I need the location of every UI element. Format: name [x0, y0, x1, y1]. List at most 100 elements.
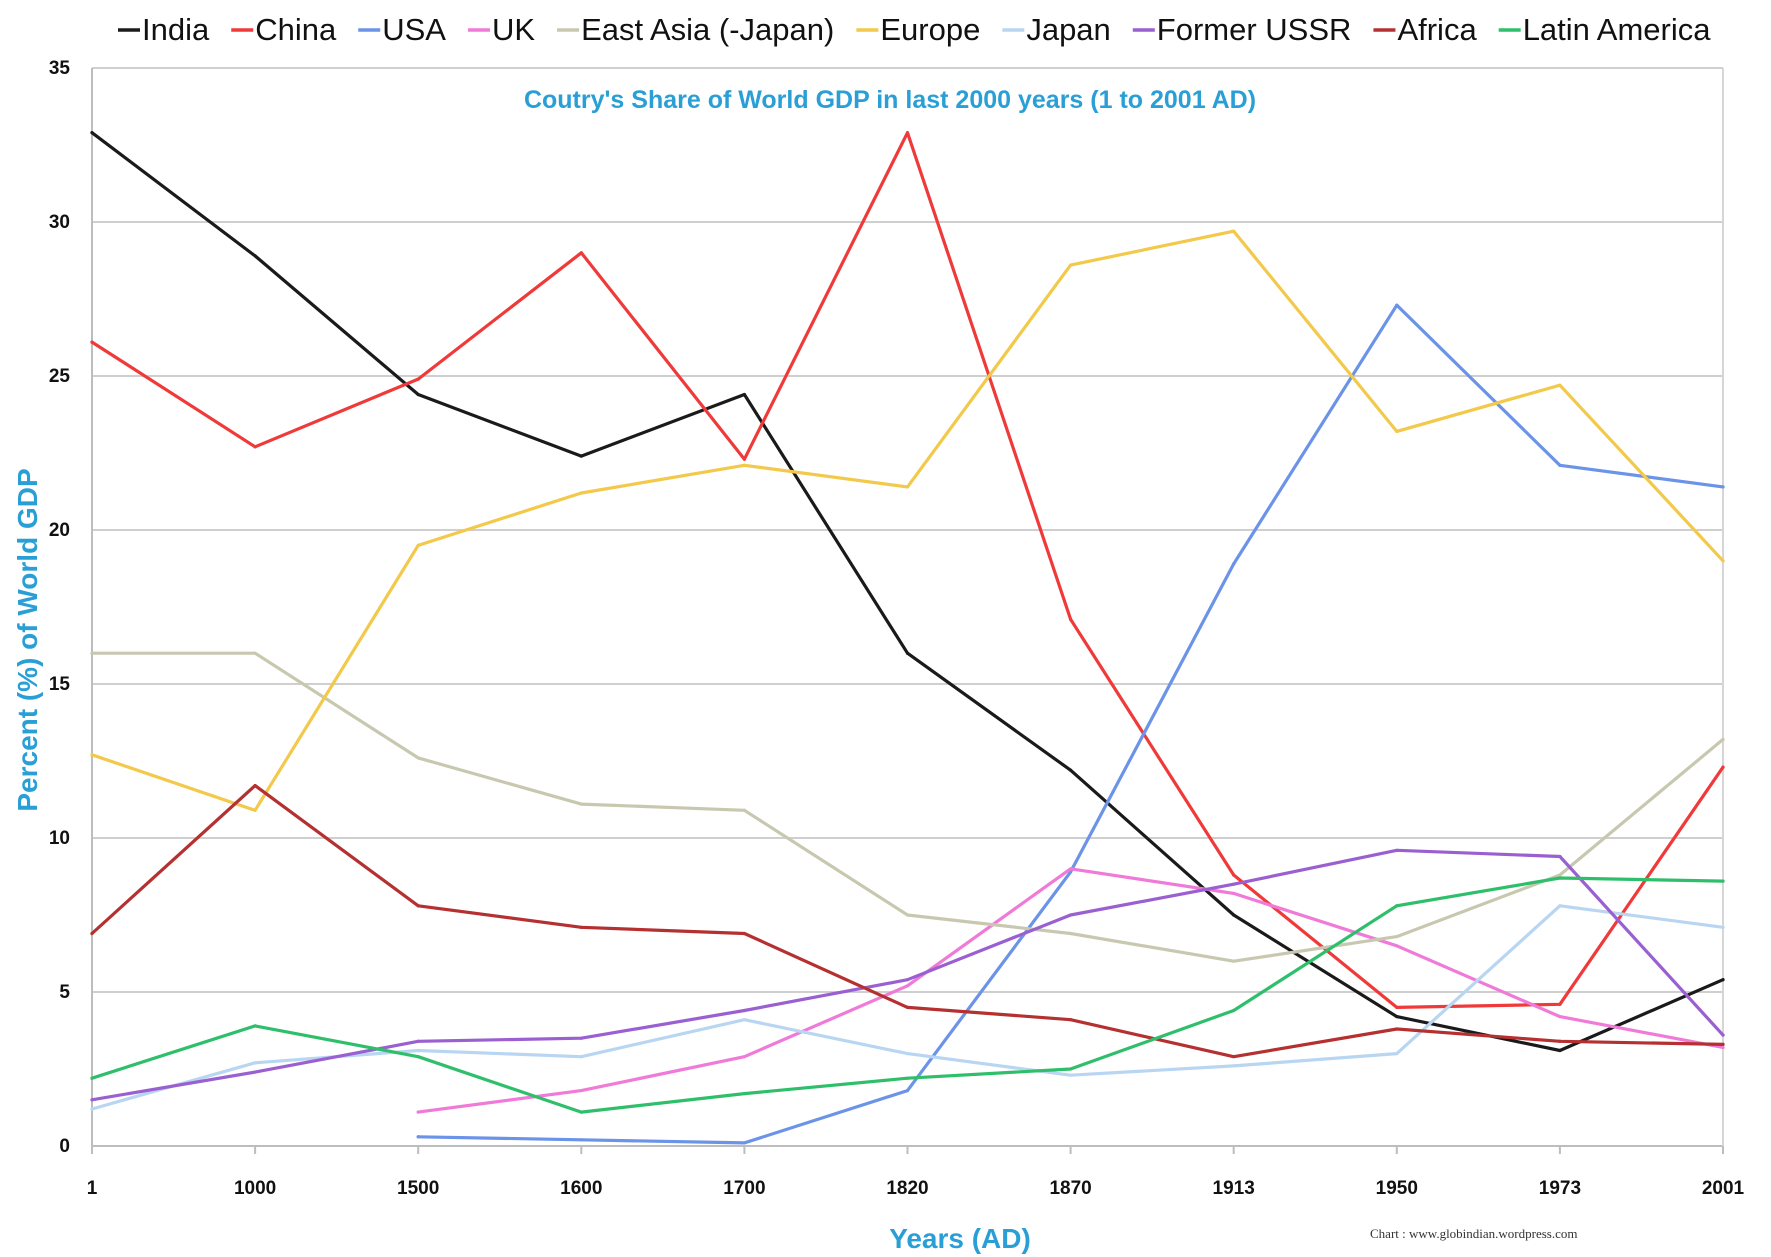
- y-tick-label: 5: [59, 982, 70, 1003]
- y-tick-label: 30: [49, 212, 70, 233]
- y-tick-label: 10: [49, 828, 70, 849]
- data-point: [905, 651, 910, 655]
- data-point: [1558, 1002, 1562, 1006]
- data-point: [416, 904, 420, 908]
- grid-lines: [92, 67, 1723, 993]
- x-tick-label: 1820: [886, 1178, 928, 1199]
- data-point: [90, 1107, 94, 1111]
- data-point: [1232, 1055, 1236, 1059]
- y-tick-label: 25: [49, 366, 71, 387]
- data-point: [1069, 263, 1073, 267]
- data-point: [1558, 463, 1562, 467]
- data-point: [1069, 931, 1073, 936]
- data-point: [253, 808, 257, 812]
- axes: 0 5 10 15 20 25 30 35 1 1000 1500 1600 1700 1820 1870 1…: [49, 58, 1745, 1199]
- series-former-ussr: [90, 848, 1725, 1102]
- data-point: [1069, 1018, 1073, 1022]
- series-line: [90, 229, 1725, 812]
- y-tick-label: 15: [49, 674, 71, 695]
- data-point: [579, 491, 583, 495]
- legend-item: Latin America: [1498, 12, 1712, 47]
- y-tick-label: 20: [49, 520, 70, 541]
- legend-label: Europe: [880, 12, 980, 47]
- data-point: [905, 1088, 910, 1093]
- data-point: [1558, 904, 1562, 908]
- data-point: [253, 784, 257, 788]
- data-point: [90, 340, 94, 344]
- legend-label: India: [142, 12, 210, 47]
- data-point: [1395, 1052, 1399, 1056]
- legend-item: China: [231, 12, 337, 47]
- series-line: [90, 784, 1725, 1059]
- data-point: [1721, 485, 1725, 489]
- x-tick-label: 1: [87, 1178, 98, 1199]
- data-point: [253, 1070, 257, 1074]
- data-point: [1395, 303, 1399, 307]
- data-point: [1232, 229, 1236, 233]
- data-point: [253, 1024, 257, 1028]
- legend-item: Africa: [1373, 12, 1477, 47]
- data-point: [1721, 765, 1725, 769]
- legend-label: USA: [382, 12, 446, 47]
- chart-title: Coutry's Share of World GDP in last 2000…: [524, 86, 1256, 114]
- x-tick-label: 2001: [1702, 1178, 1745, 1199]
- legend-label: UK: [492, 12, 535, 47]
- data-point: [1069, 617, 1073, 621]
- data-point: [253, 254, 257, 258]
- data-point: [1395, 934, 1399, 939]
- data-point: [1232, 873, 1236, 877]
- data-point: [742, 1092, 747, 1096]
- data-point: [1395, 1005, 1399, 1010]
- data-point: [1069, 768, 1073, 772]
- data-point: [579, 1138, 583, 1142]
- data-point: [742, 1141, 747, 1145]
- data-point: [1721, 978, 1725, 982]
- data-point: [253, 1061, 257, 1065]
- x-tick-label: 1500: [397, 1178, 439, 1199]
- data-point: [742, 1018, 747, 1022]
- data-point: [1558, 1015, 1562, 1019]
- data-point: [1395, 1027, 1399, 1031]
- legend-item: East Asia (-Japan): [557, 12, 834, 47]
- data-point: [1558, 873, 1562, 877]
- data-point: [90, 1098, 94, 1102]
- data-point: [905, 131, 910, 135]
- legend-item: UK: [467, 12, 535, 47]
- data-point: [1395, 944, 1399, 948]
- data-point: [742, 392, 747, 397]
- data-point: [742, 457, 747, 461]
- data-point: [742, 1008, 747, 1013]
- data-point: [90, 931, 94, 936]
- series-line: [90, 131, 1725, 1009]
- data-point: [1232, 882, 1236, 886]
- data-point: [416, 377, 420, 381]
- data-point: [416, 1135, 420, 1139]
- series-lines: [90, 131, 1725, 1145]
- data-point: [1721, 1042, 1725, 1046]
- data-point: [579, 802, 583, 806]
- legend-label: Africa: [1397, 12, 1477, 47]
- legend-label: Latin America: [1523, 12, 1712, 47]
- data-point: [416, 1055, 420, 1059]
- x-tick-label: 1913: [1213, 1178, 1255, 1199]
- data-point: [579, 1055, 583, 1059]
- data-point: [905, 978, 910, 982]
- x-tick-label: 1973: [1539, 1178, 1581, 1199]
- data-point: [416, 1048, 420, 1053]
- y-tick-label: 0: [59, 1136, 70, 1157]
- data-point: [579, 1036, 583, 1040]
- series-japan: [90, 904, 1725, 1111]
- legend-label: Japan: [1026, 12, 1110, 47]
- data-point: [1721, 737, 1725, 742]
- series-usa: [416, 303, 1725, 1145]
- data-point: [905, 1076, 910, 1080]
- data-point: [1232, 891, 1236, 896]
- x-tick-label: 1600: [560, 1178, 602, 1199]
- data-point: [416, 392, 420, 397]
- data-point: [1558, 876, 1562, 880]
- data-point: [579, 251, 583, 255]
- data-point: [1232, 913, 1236, 917]
- legend-item: USA: [358, 12, 446, 47]
- data-point: [416, 543, 420, 548]
- series-europe: [90, 229, 1725, 812]
